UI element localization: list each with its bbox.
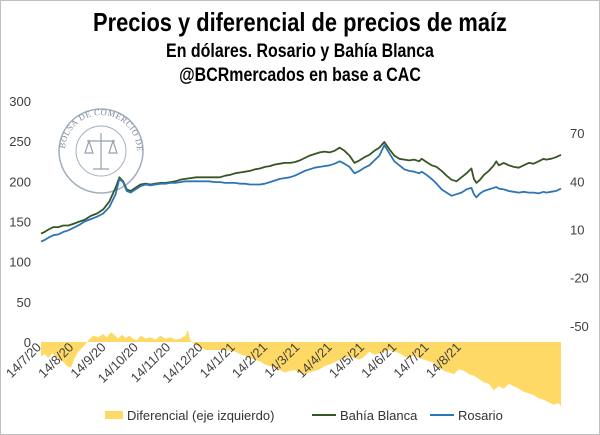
legend-label: Rosario [458,408,503,423]
left-axis-ticks: 0 50 100 150 200 250 300 [9,94,31,350]
rosario-line [40,144,562,243]
chart-source-note: @BCRmercados en base a CAC [179,65,421,86]
left-tick-label: 300 [9,94,31,109]
right-tick-label: -20 [570,271,589,286]
chart-subtitle: En dólares. Rosario y Bahía Blanca [166,41,434,62]
legend-label: Bahía Blanca [340,408,418,423]
left-tick-label: 250 [9,134,31,149]
legend-label: Diferencial (eje izquierdo) [127,408,274,423]
legend: Diferencial (eje izquierdo) Bahía Blanca R… [105,408,503,423]
diferencial-area-layer [41,329,561,407]
seal-scales-icon [84,133,118,170]
seal-outer-ring [58,108,144,194]
diferencial-area [41,329,561,407]
right-tick-label: 10 [570,223,584,238]
right-tick-label: -50 [570,319,589,334]
price-lines-layer [40,141,562,243]
right-tick-label: 70 [570,126,584,141]
seal-text: BOLSA DE COMERCIO DE ROSARIO [1,1,145,152]
legend-swatch-diferencial [105,411,123,419]
left-tick-label: 50 [17,295,31,310]
bahia-blanca-line [40,141,562,235]
right-axis-ticks: -50 -20 10 40 70 [570,126,589,334]
chart-title: Precios y diferencial de precios de maíz [93,7,507,37]
left-tick-label: 0 [24,335,31,350]
left-tick-label: 100 [9,255,31,270]
seal-inner-ring [75,125,127,177]
right-tick-label: 40 [570,174,584,189]
left-tick-label: 150 [9,215,31,230]
left-tick-label: 200 [9,174,31,189]
